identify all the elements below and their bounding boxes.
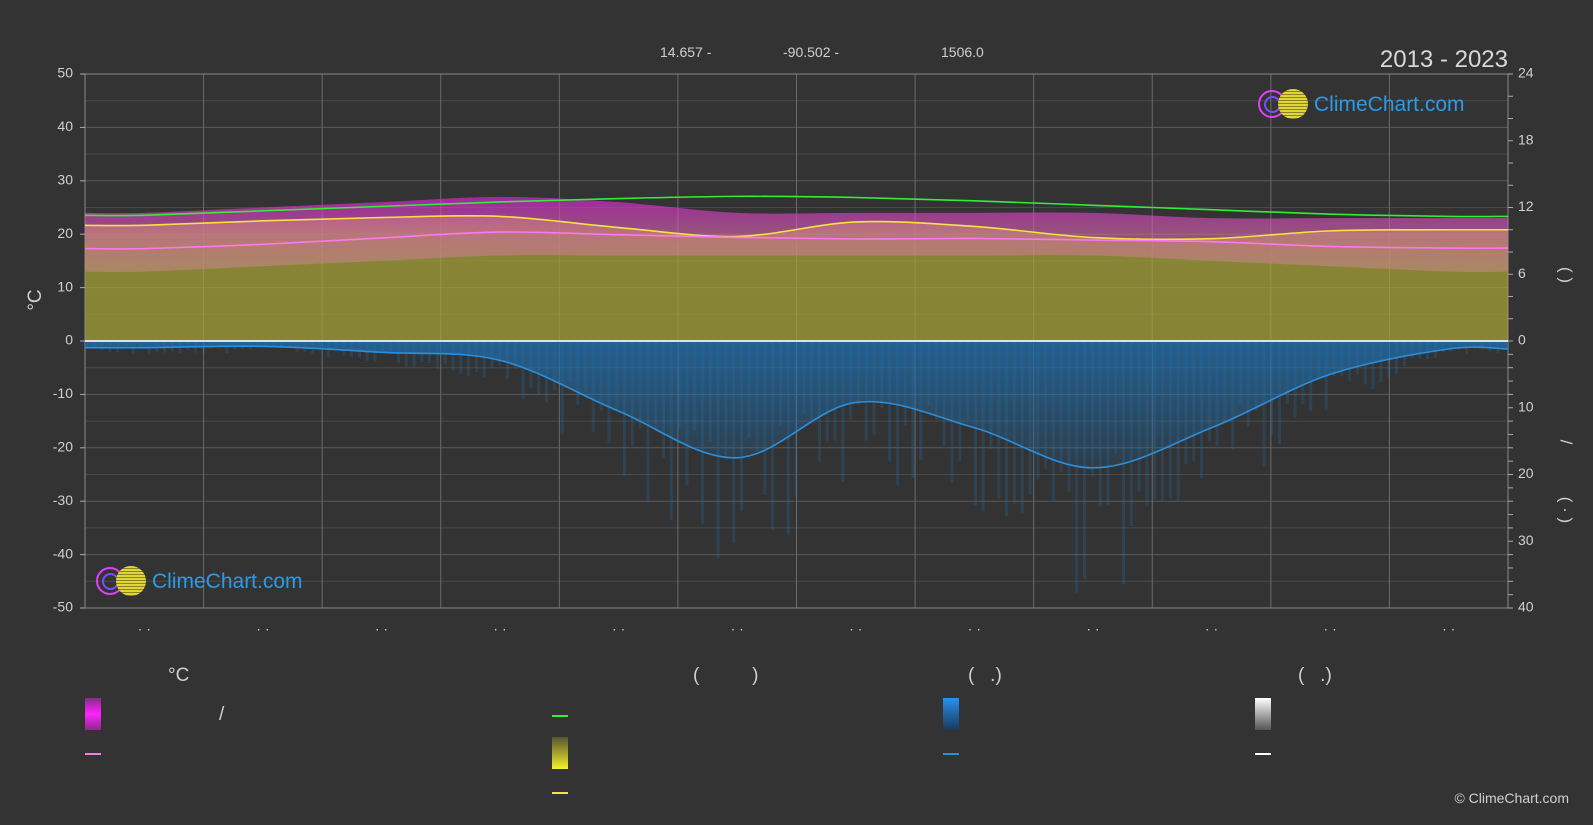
- month-label: · ·: [1324, 621, 1337, 637]
- mean-temperature-line: [84, 231, 1509, 250]
- year-range: 2013 - 2023: [1379, 46, 1508, 73]
- precip-daily-bar: [482, 341, 486, 378]
- month-label: · ·: [256, 621, 269, 637]
- daylight-line: [84, 195, 1509, 218]
- left-tick-label: -40: [53, 545, 73, 561]
- month-label: · ·: [1442, 621, 1455, 637]
- right-upper-axis-title: ( ): [1557, 267, 1576, 283]
- left-tick-label: 40: [57, 118, 73, 134]
- logo-top[interactable]: ClimeChart.com: [1258, 88, 1465, 122]
- data-bands: [85, 196, 1508, 593]
- legend-sun-head: ( ): [693, 665, 759, 686]
- precip-daily-bar: [459, 341, 463, 375]
- right-upper-tick-label: 6: [1518, 265, 1526, 281]
- precip-daily-bar: [412, 341, 416, 368]
- logo-icon: [96, 565, 150, 599]
- right-lower-axis-title-2: ( · ): [1557, 497, 1576, 523]
- precip-daily-bar: [786, 341, 790, 535]
- left-tick-label: 10: [57, 278, 73, 294]
- left-tick-label: -50: [53, 599, 73, 615]
- right-lower-axis-title: /: [1557, 440, 1576, 445]
- right-upper-tick-label: 0: [1518, 332, 1526, 348]
- logo-text: ClimeChart.com: [152, 570, 303, 593]
- right-lower-tick-label: 40: [1518, 599, 1534, 615]
- legend-snow-daily-swatch: [1255, 698, 1271, 730]
- logo-text: ClimeChart.com: [1314, 93, 1465, 116]
- left-tick-label: 50: [57, 65, 73, 81]
- precip-daily-bar: [911, 341, 915, 478]
- legend-temp-range-swatch: [85, 698, 101, 730]
- month-label: · ·: [1086, 621, 1099, 637]
- right-lower-tick-label: 30: [1518, 532, 1534, 548]
- right-upper-tick-label: 12: [1518, 198, 1534, 214]
- sunshine-line: [84, 214, 1509, 241]
- legend-swatches: [85, 698, 1271, 794]
- month-label: · ·: [375, 621, 388, 637]
- precipitation-line: [84, 345, 1509, 469]
- right-upper-tick-label: 24: [1518, 65, 1534, 81]
- left-tick-label: 30: [57, 172, 73, 188]
- left-tick-label: 20: [57, 225, 73, 241]
- month-label: · ·: [968, 621, 981, 637]
- right-upper-tick-label: 18: [1518, 131, 1534, 147]
- left-tick-label: -20: [53, 439, 73, 455]
- elevation-label: 1506.0: [941, 44, 984, 60]
- right-lower-tick-label: 10: [1518, 398, 1534, 414]
- legend-sunshine-area-swatch: [552, 737, 568, 769]
- left-axis-title: °C: [25, 289, 46, 310]
- month-label: · ·: [849, 621, 862, 637]
- legend-temp-range-label: /: [219, 704, 225, 725]
- month-label: · ·: [612, 621, 625, 637]
- precip-daily-bar: [895, 341, 899, 486]
- axis-labels: 50 40 30 20 10 0 -10 -20 -30 -40 -50 24 18 12 6 0 10 20 30…: [25, 65, 1576, 637]
- precip-daily-bar: [1371, 341, 1375, 390]
- month-label: · ·: [138, 621, 151, 637]
- longitude-label: -90.502 -: [783, 44, 840, 60]
- latitude-label: 14.657 -: [660, 44, 712, 60]
- month-label: · ·: [493, 621, 506, 637]
- right-lower-tick-label: 20: [1518, 465, 1534, 481]
- left-tick-label: -10: [53, 385, 73, 401]
- month-label: · ·: [731, 621, 744, 637]
- logo-bottom[interactable]: ClimeChart.com: [96, 565, 303, 599]
- precip-daily-bar: [451, 341, 455, 371]
- legend-temperature-head: °C: [168, 665, 190, 686]
- legend-rain-daily-swatch: [943, 698, 959, 730]
- precip-daily-bar: [521, 341, 525, 400]
- precip-daily-bar: [560, 341, 564, 435]
- precip-daily-bar: [435, 341, 439, 370]
- copyright: © ClimeChart.com: [1454, 790, 1569, 806]
- left-tick-label: -30: [53, 492, 73, 508]
- legend-rain-head: ( .): [968, 665, 1002, 686]
- left-tick-label: 0: [65, 332, 73, 348]
- logo-icon: [1258, 88, 1312, 122]
- month-label: · ·: [1205, 621, 1218, 637]
- legend-snow-head: ( .): [1298, 665, 1332, 686]
- data-lines: [84, 195, 1509, 469]
- precipitation-area: [85, 341, 1508, 468]
- precip-daily-bar: [467, 341, 471, 376]
- precip-daily-bar: [841, 341, 845, 482]
